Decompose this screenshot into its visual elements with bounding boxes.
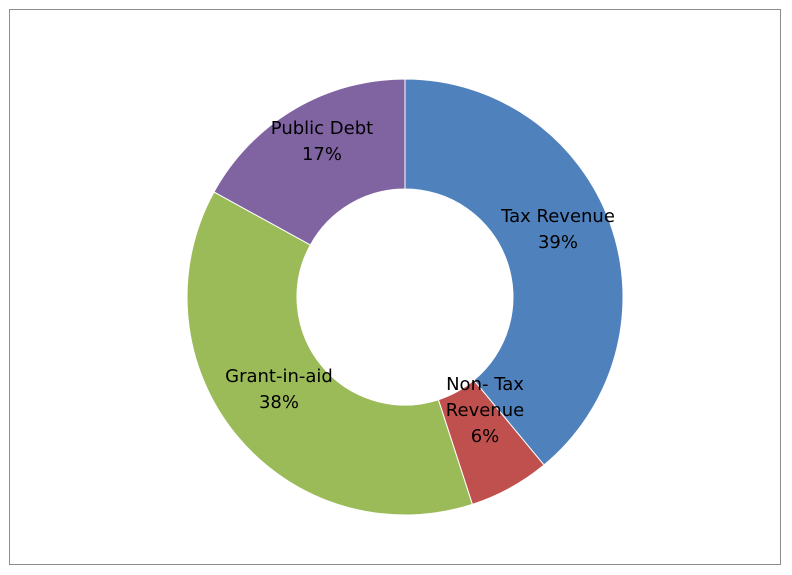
slice-label-line: Revenue (446, 400, 524, 421)
slice-label-line: Public Debt (271, 118, 373, 139)
donut-slice-grant-in-aid (186, 191, 473, 516)
slice-label-line: Grant-in-aid (225, 366, 333, 387)
slice-label-line: 6% (471, 426, 500, 447)
donut-slice-tax-revenue (404, 78, 624, 466)
slice-label-grant-in-aid: Grant-in-aid 38% (225, 366, 333, 413)
slice-label-line: Non- Tax (446, 374, 524, 395)
slice-label-line: 38% (259, 392, 299, 413)
slice-label-line: 39% (538, 232, 578, 253)
slice-label-non-tax-revenue: Non- Tax Revenue 6% (446, 374, 524, 447)
donut-slice-public-debt (213, 78, 406, 246)
slice-label-line: Tax Revenue (500, 206, 615, 227)
slice-label-line: 17% (302, 144, 342, 165)
slice-label-tax-revenue: Tax Revenue 39% (500, 206, 615, 253)
slice-label-public-debt: Public Debt 17% (271, 118, 373, 165)
